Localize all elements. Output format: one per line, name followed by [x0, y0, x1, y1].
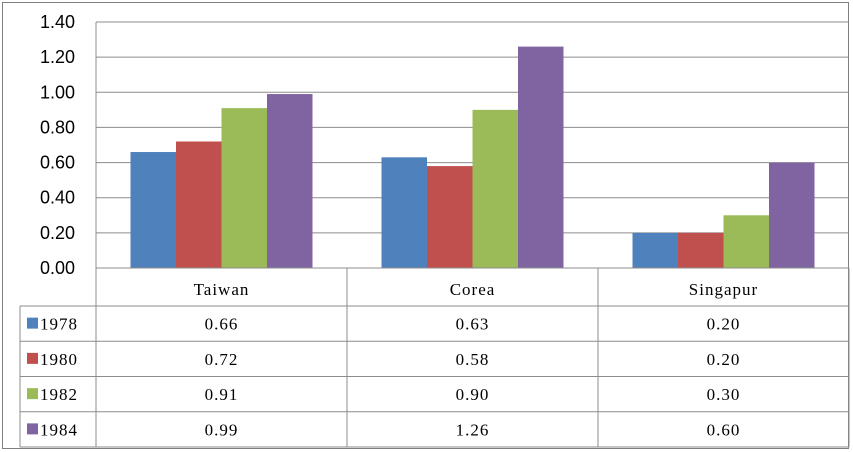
data-table: Taiwan Corea Singapur 1978 0.66 0.63 0.20 1980 0… — [19, 267, 850, 448]
legend-key — [27, 388, 38, 400]
bar — [769, 162, 815, 268]
bar — [472, 109, 518, 268]
bar — [221, 108, 267, 268]
data-label: 0.58 — [456, 350, 490, 369]
y-tick-label: 1.40 — [40, 12, 75, 32]
bar — [381, 157, 427, 268]
bars — [130, 46, 815, 269]
category-label: Singapur — [689, 280, 758, 299]
y-tick-label: 0.40 — [40, 188, 75, 208]
legend-key — [27, 317, 38, 329]
bar — [267, 94, 313, 269]
data-label: 0.91 — [205, 385, 239, 404]
data-label: 0.99 — [205, 420, 239, 439]
y-tick-label: 0.20 — [40, 223, 75, 243]
series-label: 1980 — [40, 350, 78, 369]
data-label: 1.26 — [456, 420, 490, 439]
series-label: 1982 — [40, 385, 78, 404]
legend-key — [27, 352, 38, 364]
y-tick-label: 1.20 — [40, 47, 75, 67]
data-label: 0.60 — [707, 420, 741, 439]
y-tick-label: 0.60 — [40, 153, 75, 173]
data-label: 0.66 — [205, 315, 239, 334]
data-label: 0.30 — [707, 385, 741, 404]
category-label: Corea — [450, 280, 496, 299]
series-label: 1984 — [40, 420, 78, 439]
y-tick-label: 0.80 — [40, 117, 75, 137]
data-label: 0.20 — [707, 315, 741, 334]
y-tick-label: 1.00 — [40, 82, 75, 102]
y-axis: 0.00 0.20 0.40 0.60 0.80 1.00 1.20 1.40 — [40, 12, 97, 278]
bar — [632, 232, 678, 268]
legend-key — [27, 423, 38, 435]
y-tick-label: 0.00 — [40, 258, 75, 278]
data-label: 0.72 — [205, 350, 239, 369]
bar — [518, 46, 564, 268]
series-label: 1978 — [40, 315, 78, 334]
data-label: 0.63 — [456, 315, 490, 334]
data-label: 0.90 — [456, 385, 490, 404]
category-label: Taiwan — [194, 280, 250, 299]
data-label: 0.20 — [707, 350, 741, 369]
bar — [678, 232, 724, 268]
bar — [723, 215, 769, 268]
bar — [427, 166, 473, 268]
bar — [176, 141, 222, 268]
bar — [130, 152, 176, 268]
